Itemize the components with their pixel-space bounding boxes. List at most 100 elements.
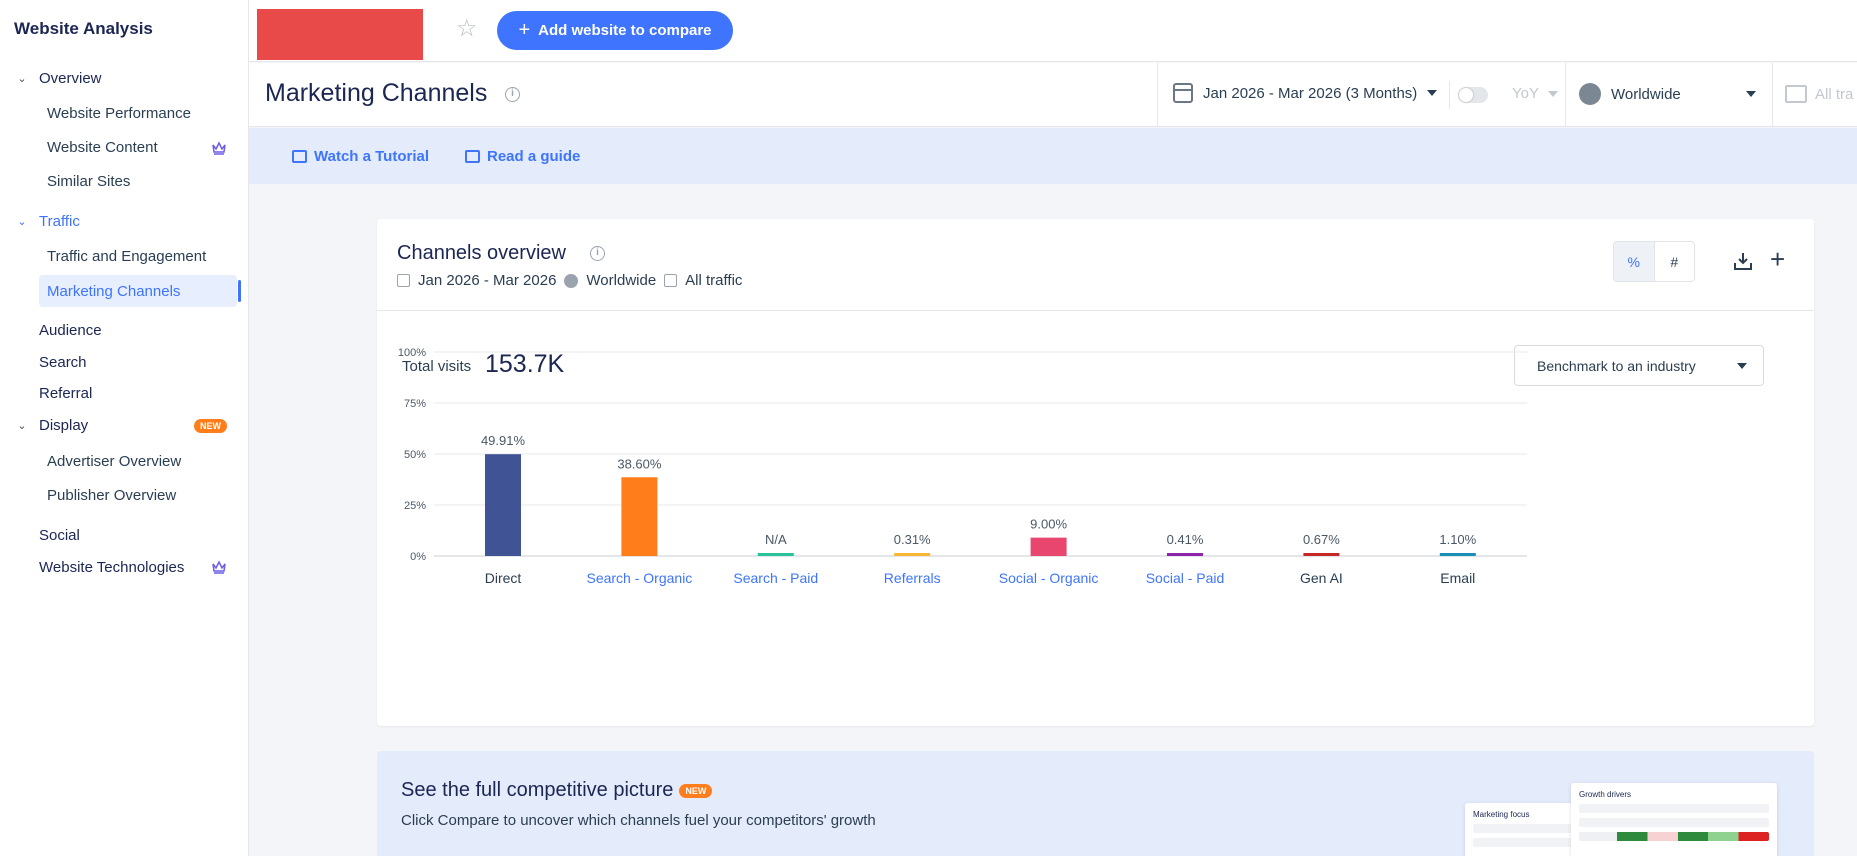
yoy-toggle[interactable] [1458,87,1488,103]
yoy-dropdown[interactable]: YoY [1512,85,1558,102]
star-icon[interactable]: ☆ [456,15,478,42]
watch-tutorial-link[interactable]: Watch a Tutorial [292,148,429,165]
caret-down-icon [1547,90,1558,97]
y-tick-label: 50% [404,449,426,461]
display-mode-toggle: % # [1613,241,1695,282]
download-icon[interactable] [1733,251,1753,271]
website-selector-redacted[interactable] [257,9,423,60]
preview-row [1579,818,1769,827]
y-tick-label: 0% [410,551,426,563]
bar [1439,553,1476,556]
sidebar-group-search[interactable]: Search [39,354,87,371]
read-guide-label: Read a guide [487,148,581,165]
divider [1772,63,1773,126]
sidebar-item-marketing-channels[interactable]: Marketing Channels [39,275,237,307]
bar [1167,553,1203,556]
plus-icon: + [518,19,531,41]
data-label: 38.60% [617,456,662,471]
sidebar-item-traffic-engagement[interactable]: Traffic and Engagement [47,248,207,265]
sidebar-item-publisher-overview[interactable]: Publisher Overview [47,487,177,504]
data-label: 0.67% [1303,532,1340,547]
new-badge: NEW [679,783,713,798]
y-tick-label: 75% [404,398,426,410]
sidebar-item-website-content[interactable]: Website Content [47,139,158,156]
sidebar-group-label: Display [39,417,89,434]
meta-date: Jan 2026 - Mar 2026 [418,272,557,289]
page-header: Marketing Channels i Jan 2026 - Mar 2026… [249,63,1857,127]
divider [1565,63,1566,126]
sidebar-item-website-performance[interactable]: Website Performance [47,105,191,122]
number-mode-button[interactable]: # [1670,253,1679,270]
read-guide-link[interactable]: Read a guide [465,148,580,165]
caret-down-icon[interactable] [1746,91,1756,97]
add-icon[interactable]: + [1770,244,1786,274]
chevron-down-icon: ⌄ [17,420,27,432]
promo-heading: See the full competitive picture NEW [401,779,713,802]
divider [1157,63,1158,126]
data-label: 0.31% [894,532,931,547]
calendar-icon [397,274,410,287]
devices-icon [1785,85,1807,103]
channels-overview-card: Channels overview i Jan 2026 - Mar 2026 … [377,219,1814,726]
x-tick-label: Search - Paid [733,570,818,586]
data-label: N/A [765,532,787,547]
preview-row [1579,804,1769,813]
devices-icon [664,274,678,287]
traffic-type-label: All tra [1815,85,1854,103]
sidebar-group-audience[interactable]: Audience [39,322,102,339]
sidebar-group-social[interactable]: Social [39,527,80,544]
channels-bar-chart: 0% 25% 50% 75% 100% 49.91% Direct 38.60% Search … [398,347,1527,586]
data-label: 49.91% [481,433,526,448]
bar [621,477,658,556]
sidebar-item-similar-sites[interactable]: Similar Sites [47,173,131,190]
sidebar-group-label: Traffic [39,213,80,230]
preview-title: Growth drivers [1579,790,1632,799]
meta-traffic: All traffic [685,272,743,289]
sidebar-group-referral[interactable]: Referral [39,385,93,402]
sidebar-group-website-technologies[interactable]: Website Technologies [39,559,185,576]
yoy-label: YoY [1512,85,1539,102]
info-icon[interactable]: i [505,87,520,102]
divider [1449,81,1450,109]
competitive-promo: See the full competitive picture NEW Cli… [377,751,1814,856]
sidebar-group-overview[interactable]: ⌄ Overview [14,70,101,87]
preview-row [1473,824,1587,833]
sidebar-group-display[interactable]: ⌄ Display [14,417,88,434]
watch-tutorial-label: Watch a Tutorial [314,148,430,165]
crown-icon [212,560,226,574]
y-tick-label: 100% [398,347,426,359]
benchmark-dropdown[interactable]: Benchmark to an industry [1514,345,1764,386]
page-title: Marketing Channels [265,79,488,107]
video-icon [292,150,307,163]
calendar-icon [1173,83,1193,103]
add-website-button[interactable]: + Add website to compare [497,11,733,50]
card-meta: Jan 2026 - Mar 2026 Worldwide All traffi… [397,272,742,289]
sidebar-item-advertiser-overview[interactable]: Advertiser Overview [47,453,182,470]
data-label: 1.10% [1439,532,1476,547]
region-label: Worldwide [1611,85,1681,103]
region-filter[interactable]: Worldwide [1579,83,1681,105]
bar [485,454,521,556]
date-range-filter[interactable]: Jan 2026 - Mar 2026 (3 Months) [1173,83,1438,103]
caret-down-icon [1427,90,1438,96]
bar [1030,537,1067,556]
date-range-label: Jan 2026 - Mar 2026 (3 Months) [1203,84,1418,102]
sidebar: Website Analysis ⌄ Overview Website Perf… [0,0,249,856]
crown-icon [212,141,226,155]
promo-text: Click Compare to uncover which channels … [401,812,876,829]
preview-title: Marketing focus [1473,810,1530,819]
bar [894,553,931,556]
x-tick-label: Social - Organic [999,570,1099,586]
add-website-label: Add website to compare [538,22,712,39]
selection-indicator [238,280,241,302]
info-icon[interactable]: i [590,246,605,261]
x-tick-label: Gen AI [1300,570,1343,586]
traffic-type-filter[interactable]: All tra [1785,85,1853,103]
bar [757,553,794,556]
x-tick-label: Social - Paid [1146,570,1225,586]
percent-mode-button[interactable]: % [1614,242,1655,281]
chevron-down-icon: ⌄ [17,216,27,228]
sidebar-group-traffic[interactable]: ⌄ Traffic [14,213,80,230]
y-tick-label: 25% [404,500,426,512]
x-tick-label: Direct [485,570,522,586]
